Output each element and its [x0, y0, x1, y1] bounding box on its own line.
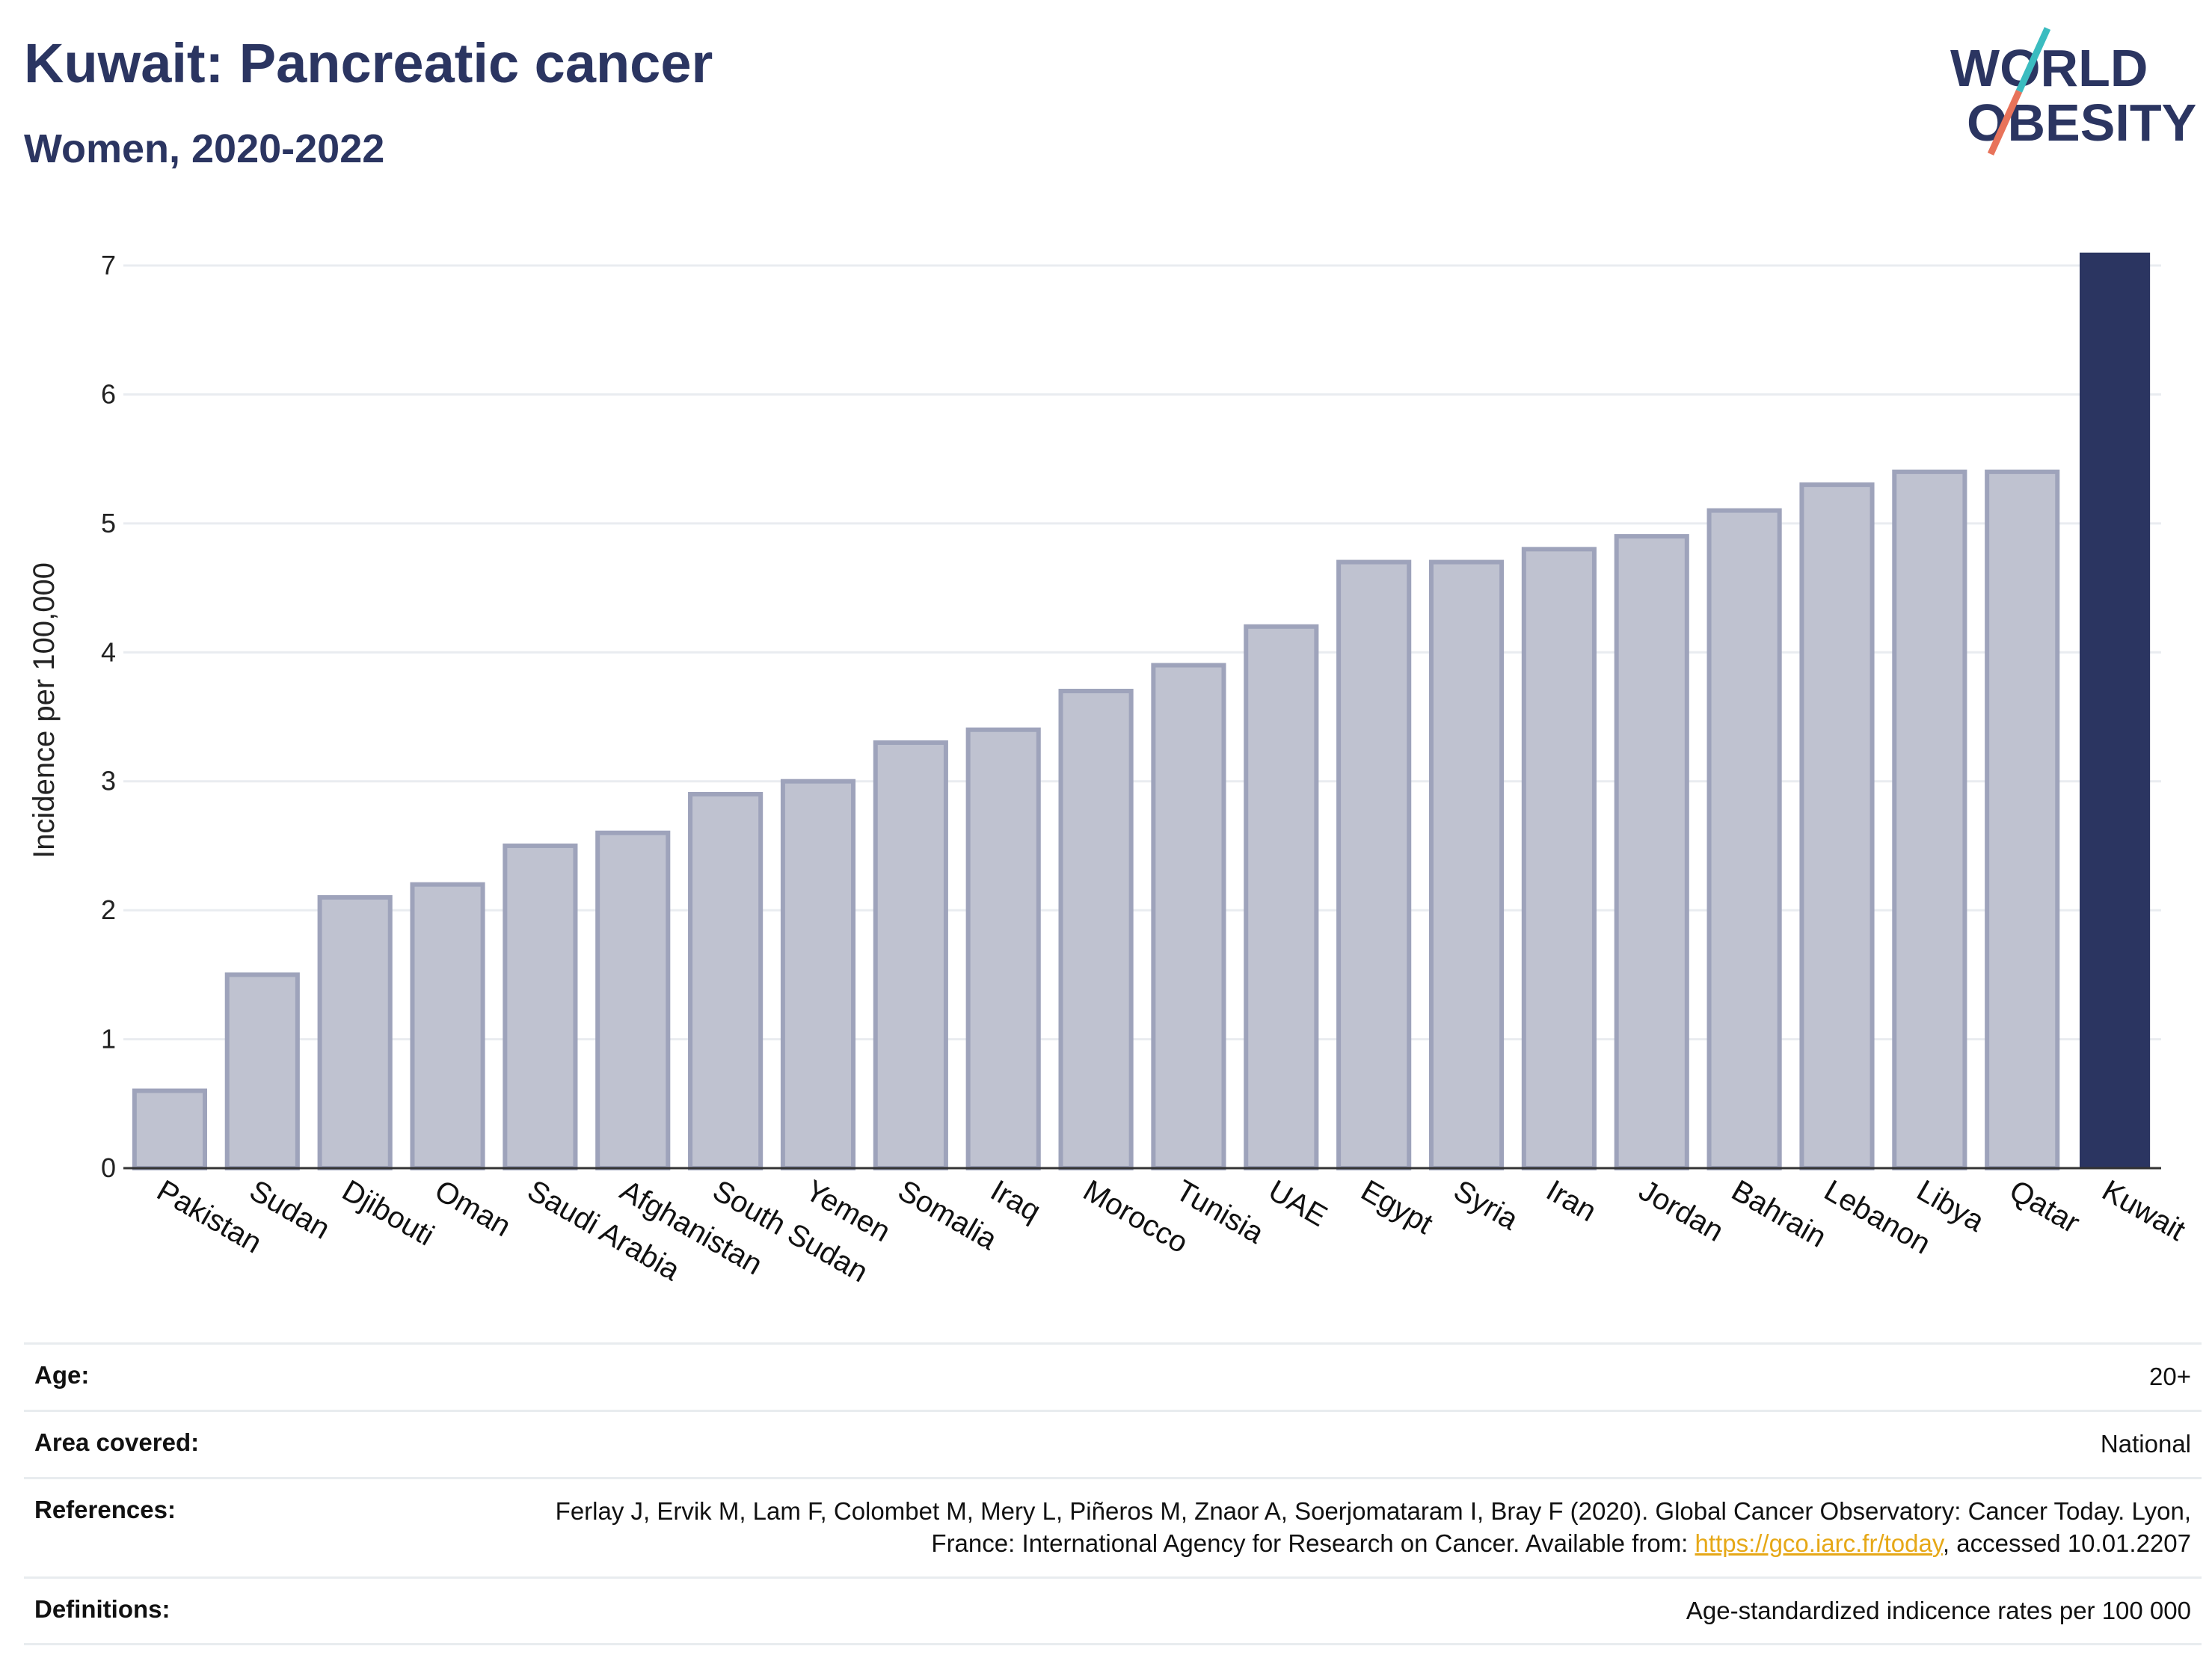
bar — [2080, 252, 2151, 1169]
x-tick-label: Bahrain — [1726, 1174, 1831, 1254]
area-label: Area covered: — [34, 1428, 200, 1456]
y-tick-label: 6 — [101, 378, 116, 409]
y-tick-label: 4 — [101, 636, 116, 667]
definitions-value: Age-standardized indicence rates per 100… — [1686, 1596, 2191, 1624]
definitions-row: Definitions: Age-standardized indicence … — [24, 1576, 2202, 1646]
x-tick-label: Jordan — [1633, 1174, 1729, 1248]
age-value: 20+ — [2149, 1363, 2191, 1390]
area-row: Area covered: National — [24, 1409, 2202, 1477]
chart-subtitle: Women, 2020-2022 — [24, 126, 385, 171]
references-row: References: Ferlay J, Ervik M, Lam F, Co… — [24, 1476, 2202, 1576]
bar — [688, 791, 764, 1170]
x-tick-label: South Sudan — [707, 1174, 873, 1289]
bar — [1706, 508, 1782, 1170]
y-tick-label: 7 — [101, 250, 116, 280]
references-label: References: — [34, 1495, 176, 1523]
references-value: Ferlay J, Ervik M, Lam F, Colombet M, Me… — [471, 1496, 2191, 1560]
age-label: Age: — [34, 1361, 90, 1389]
bar — [1151, 663, 1226, 1170]
x-tick-label: Syria — [1448, 1174, 1525, 1237]
x-tick-label: Oman — [429, 1174, 516, 1244]
x-tick-label: Somalia — [892, 1174, 1003, 1257]
bar — [503, 843, 578, 1171]
bar — [1799, 482, 1875, 1170]
bar — [595, 830, 671, 1170]
svg-text:WORLD: WORLD — [1950, 39, 2148, 97]
references-text: Ferlay J, Ervik M, Lam F, Colombet M, Me… — [555, 1496, 2191, 1557]
bar — [1244, 624, 1319, 1170]
bar — [1985, 469, 2060, 1170]
y-tick-label: 5 — [101, 508, 116, 538]
x-tick-label: UAE — [1263, 1174, 1333, 1233]
x-tick-label: Lebanon — [1819, 1174, 1936, 1261]
bar — [965, 727, 1041, 1170]
age-row: Age: 20+ — [24, 1342, 2202, 1410]
bar — [1521, 547, 1597, 1170]
bar — [873, 740, 948, 1170]
x-tick-label: Egypt — [1356, 1174, 1439, 1241]
references-accessed: , accessed 10.01.2207 — [1942, 1529, 2191, 1557]
bar — [1336, 559, 1412, 1170]
y-tick-label: 3 — [101, 766, 116, 796]
y-axis-label: Incidence per 100,000 — [28, 562, 61, 859]
info-table: Age: 20+ Area covered: National Referenc… — [24, 1342, 2202, 1646]
x-tick-label: Djibouti — [337, 1174, 440, 1253]
world-obesity-logo: WORLD OBESITY — [1944, 22, 2199, 165]
x-tick-label: Qatar — [2004, 1174, 2086, 1240]
x-tick-label: Iraq — [985, 1174, 1046, 1229]
y-tick-label: 1 — [101, 1024, 116, 1054]
y-tick-label: 2 — [101, 894, 116, 925]
chart-title: Kuwait: Pancreatic cancer — [24, 32, 713, 94]
bar — [780, 779, 856, 1170]
bar — [1058, 689, 1134, 1170]
bar — [132, 1088, 207, 1170]
x-tick-label: Pakistan — [151, 1174, 267, 1260]
bar — [1614, 534, 1689, 1170]
x-tick-label: Iran — [1540, 1174, 1602, 1229]
x-tick-label: Morocco — [1078, 1174, 1193, 1260]
references-link[interactable]: https://gco.iarc.fr/today — [1695, 1529, 1943, 1557]
bar — [1892, 469, 1967, 1170]
bar — [317, 894, 393, 1171]
bar — [410, 882, 485, 1170]
y-tick-label: 0 — [101, 1152, 116, 1183]
bar — [1428, 559, 1505, 1170]
x-tick-label: Kuwait — [2097, 1174, 2191, 1247]
bar — [224, 972, 300, 1171]
area-value: National — [2100, 1429, 2191, 1458]
definitions-label: Definitions: — [34, 1594, 170, 1623]
